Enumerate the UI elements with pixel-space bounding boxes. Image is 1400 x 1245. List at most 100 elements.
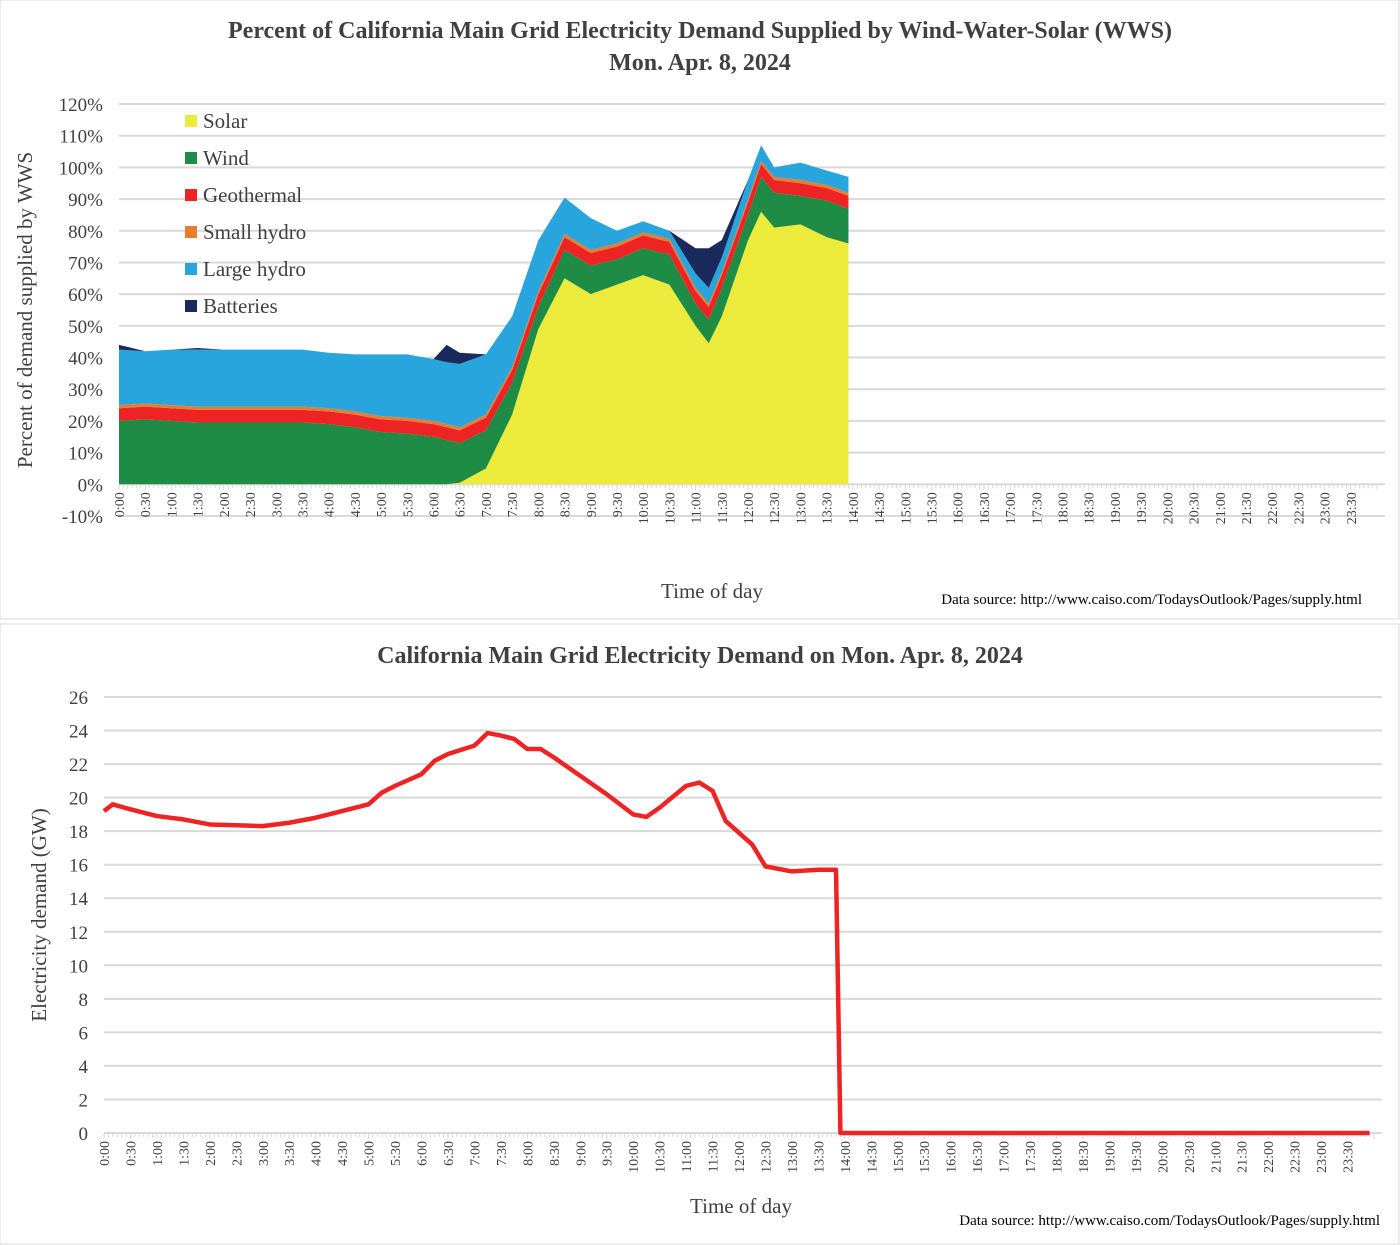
- x-tick-label: 0:30: [124, 1141, 139, 1166]
- x-tick-label: 21:00: [1209, 1141, 1224, 1173]
- x-tick-label: 13:00: [786, 1141, 801, 1173]
- x-tick-label: 15:30: [918, 1141, 933, 1173]
- x-tick-label: 16:00: [945, 1141, 960, 1173]
- area-batteries: [119, 145, 849, 364]
- legend-label: Small hydro: [203, 220, 306, 244]
- x-tick-label: 11:30: [716, 492, 731, 523]
- x-tick-label: 9:30: [611, 492, 626, 517]
- y-tick-label: 90%: [68, 190, 103, 211]
- y-tick-label: 0: [79, 1124, 89, 1145]
- x-tick-label: 5:00: [363, 1141, 378, 1166]
- x-axis-label: Time of day: [661, 579, 763, 603]
- x-tick-label: 1:00: [151, 1141, 166, 1166]
- x-tick-label: 3:30: [296, 492, 311, 517]
- legend-swatch-wind: [185, 152, 197, 164]
- x-tick-label: 12:00: [733, 1141, 748, 1173]
- x-tick-label: 2:00: [204, 1141, 219, 1166]
- demand-line: [102, 730, 1370, 1136]
- y-tick-label: 18: [69, 822, 88, 843]
- x-tick-label: 7:30: [495, 1141, 510, 1166]
- y-tick-label: 6: [79, 1023, 89, 1044]
- x-tick-label: 13:00: [794, 492, 809, 524]
- x-tick-label: 18:30: [1083, 492, 1098, 524]
- y-tick-label: 14: [69, 889, 89, 910]
- x-tick-label: 13:30: [821, 492, 836, 524]
- x-tick-label: 14:00: [839, 1141, 854, 1173]
- x-tick-label: 8:00: [532, 492, 547, 517]
- chart-subtitle: Mon. Apr. 8, 2024: [609, 50, 791, 76]
- x-tick-label: 4:30: [349, 492, 364, 517]
- x-tick-label: 5:30: [401, 492, 416, 517]
- legend-swatch-batteries: [185, 300, 197, 312]
- x-tick-label: 20:30: [1183, 1141, 1198, 1173]
- x-tick-label: 3:30: [283, 1141, 298, 1166]
- x-tick-label: 1:00: [165, 492, 180, 517]
- x-tick-label: 12:30: [768, 492, 783, 524]
- data-source-note: Data source: http://www.caiso.com/Todays…: [941, 592, 1362, 608]
- x-tick-label: 11:00: [690, 492, 705, 523]
- chart-title: California Main Grid Electricity Demand …: [377, 643, 1023, 669]
- x-tick-label: 8:30: [548, 1141, 563, 1166]
- y-tick-label: 12: [69, 923, 88, 944]
- x-tick-label: 9:00: [585, 492, 600, 517]
- x-tick-label: 15:30: [925, 492, 940, 524]
- legend-label: Geothermal: [203, 183, 302, 207]
- x-axis-label: Time of day: [690, 1194, 792, 1218]
- x-tick-label: 1:30: [192, 492, 207, 517]
- x-tick-label: 4:30: [336, 1141, 351, 1166]
- y-tick-label: -10%: [62, 507, 103, 528]
- x-tick-label: 20:00: [1156, 1141, 1171, 1173]
- y-tick-label: 8: [79, 990, 89, 1011]
- y-tick-label: 70%: [68, 253, 103, 274]
- x-tick-label: 7:00: [480, 492, 495, 517]
- x-tick-label: 2:30: [244, 492, 259, 517]
- x-tick-label: 14:30: [865, 1141, 880, 1173]
- legend-label: Wind: [203, 146, 249, 170]
- x-tick-label: 15:00: [899, 492, 914, 524]
- x-tick-label: 9:30: [601, 1141, 616, 1166]
- x-tick-label: 22:00: [1266, 492, 1281, 524]
- x-tick-label: 15:00: [892, 1141, 907, 1173]
- area-solar: [119, 211, 849, 485]
- legend-swatch-small-hydro: [185, 226, 197, 238]
- x-tick-label: 11:00: [680, 1141, 695, 1172]
- x-tick-label: 6:00: [428, 492, 443, 517]
- y-tick-label: 22: [69, 755, 88, 776]
- x-tick-label: 4:00: [310, 1141, 325, 1166]
- x-tick-label: 19:30: [1135, 492, 1150, 524]
- x-tick-label: 10:30: [663, 492, 678, 524]
- x-tick-label: 12:30: [759, 1141, 774, 1173]
- x-tick-label: 18:00: [1051, 1141, 1066, 1173]
- y-tick-label: 120%: [59, 95, 104, 116]
- x-tick-label: 22:30: [1289, 1141, 1304, 1173]
- x-tick-label: 6:00: [416, 1141, 431, 1166]
- bottom-panel-border: [0, 623, 1400, 1245]
- y-tick-label: 20%: [68, 412, 103, 433]
- x-tick-label: 10:30: [654, 1141, 669, 1173]
- x-tick-label: 6:30: [442, 1141, 457, 1166]
- y-tick-label: 80%: [68, 222, 103, 243]
- x-tick-label: 16:00: [952, 492, 967, 524]
- demand-chart: California Main Grid Electricity Demand …: [27, 643, 1382, 1229]
- x-tick-label: 2:30: [230, 1141, 245, 1166]
- x-tick-label: 0:00: [98, 1141, 113, 1166]
- x-tick-label: 11:30: [707, 1141, 722, 1172]
- data-source-note: Data source: http://www.caiso.com/Todays…: [959, 1213, 1380, 1229]
- x-tick-label: 16:30: [978, 492, 993, 524]
- x-tick-label: 21:30: [1240, 492, 1255, 524]
- x-tick-label: 22:30: [1292, 492, 1307, 524]
- y-axis-label: Percent of demand supplied by WWS: [13, 152, 37, 468]
- x-tick-label: 23:30: [1345, 492, 1360, 524]
- x-tick-label: 20:30: [1188, 492, 1203, 524]
- x-tick-label: 17:30: [1030, 492, 1045, 524]
- area-geothermal: [119, 164, 849, 444]
- x-tick-label: 7:00: [468, 1141, 483, 1166]
- legend-label: Batteries: [203, 294, 278, 318]
- y-tick-label: 10: [69, 956, 88, 977]
- y-tick-label: 0%: [78, 475, 104, 496]
- wws-percent-chart: Percent of California Main Grid Electric…: [13, 18, 1385, 608]
- x-tick-label: 12:00: [742, 492, 757, 524]
- x-tick-label: 14:30: [873, 492, 888, 524]
- x-tick-label: 0:00: [113, 492, 128, 517]
- x-tick-label: 23:00: [1319, 492, 1334, 524]
